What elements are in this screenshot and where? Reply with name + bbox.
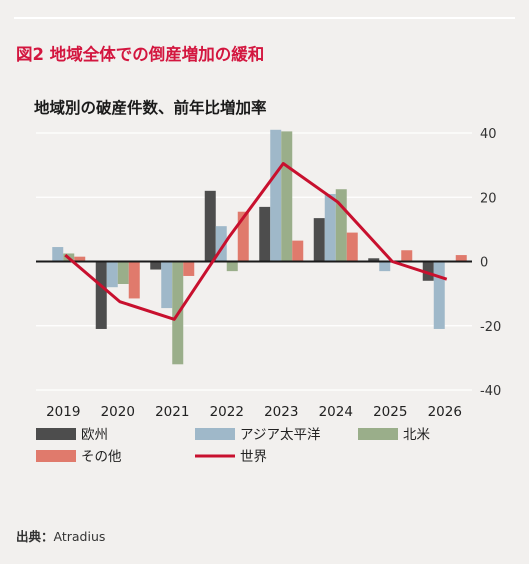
- bar: [324, 194, 336, 262]
- bar: [379, 261, 391, 272]
- top-rule: [14, 17, 515, 19]
- bar: [237, 211, 249, 262]
- x-tick-label: 2022: [210, 404, 244, 420]
- legend-label: その他: [81, 449, 122, 465]
- y-tick-label: -20: [480, 320, 501, 335]
- x-tick-label: 2026: [428, 404, 462, 420]
- x-tick-label: 2019: [46, 404, 80, 420]
- bar: [117, 261, 129, 284]
- bar: [368, 258, 380, 262]
- x-tick-label: 2024: [319, 404, 353, 420]
- legend-swatch: [36, 428, 76, 440]
- bar: [150, 261, 162, 270]
- y-tick-label: 40: [480, 127, 497, 142]
- bar: [259, 206, 271, 262]
- y-tick-label: 0: [480, 256, 488, 271]
- legend-swatch: [36, 450, 76, 462]
- bar: [161, 261, 173, 309]
- bar: [74, 256, 86, 262]
- bar: [106, 261, 118, 288]
- bar: [422, 261, 434, 281]
- figure-title: 図2 地域全体での倒産増加の緩和: [16, 45, 265, 64]
- bar: [270, 129, 282, 262]
- bar: [128, 261, 140, 299]
- y-tick-label: -40: [480, 384, 501, 399]
- y-tick-label: 20: [480, 191, 497, 206]
- source-label: 出典：: [16, 529, 54, 544]
- bar: [401, 250, 413, 262]
- chart-svg: -40 -20 0 20 40 2019 2020 2021 2022 2023 2024 2025 2…: [36, 127, 501, 465]
- bar: [183, 261, 195, 276]
- chart-title: 地域別の破産件数、前年比増加率: [34, 99, 267, 117]
- bar: [292, 240, 304, 262]
- bar: [52, 247, 64, 262]
- bar: [433, 261, 445, 329]
- bar: [281, 131, 293, 262]
- bar: [346, 232, 358, 262]
- legend-swatch: [195, 428, 235, 440]
- bar: [226, 261, 238, 272]
- source-line: 出典：Atradius: [16, 526, 105, 545]
- source-value: Atradius: [53, 529, 106, 544]
- legend-label: 北米: [403, 427, 430, 443]
- x-tick-label: 2020: [101, 404, 135, 420]
- bar: [313, 218, 325, 262]
- bar: [204, 190, 216, 262]
- legend-label: 欧州: [81, 427, 108, 443]
- bar: [455, 255, 467, 262]
- bar: [335, 189, 347, 262]
- x-tick-label: 2023: [264, 404, 298, 420]
- legend-label: アジア太平洋: [240, 427, 320, 443]
- x-tick-label: 2021: [155, 404, 189, 420]
- bar: [215, 226, 227, 262]
- bar: [95, 261, 107, 329]
- series-line: [64, 162, 448, 321]
- x-tick-label: 2025: [373, 404, 407, 420]
- legend-label: 世界: [240, 449, 267, 465]
- legend-swatch: [358, 428, 398, 440]
